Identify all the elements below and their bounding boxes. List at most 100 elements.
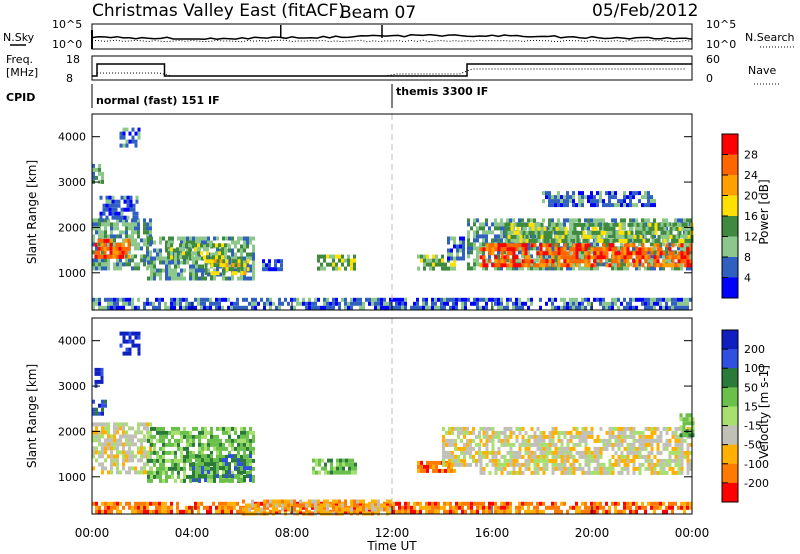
- heatmap-cell: [134, 454, 137, 459]
- heatmap-cell: [92, 242, 95, 247]
- heatmap-cell: [686, 266, 689, 271]
- heatmap-cell: [121, 250, 125, 255]
- heatmap-cell: [212, 501, 215, 506]
- heatmap-cell: [581, 195, 584, 200]
- heatmap-cell: [120, 215, 124, 220]
- heatmap-cell: [629, 505, 632, 510]
- heatmap-cell: [605, 438, 609, 443]
- heatmap-cell: [98, 218, 101, 223]
- heatmap-cell: [227, 305, 230, 310]
- heatmap-cell: [689, 505, 692, 510]
- heatmap-cell: [464, 501, 467, 506]
- heatmap-cell: [560, 466, 564, 471]
- heatmap-cell: [128, 301, 131, 306]
- heatmap-cell: [575, 430, 579, 435]
- heatmap-cell: [587, 243, 591, 248]
- heatmap-cell: [131, 466, 134, 471]
- heatmap-cell: [503, 458, 507, 463]
- heatmap-cell: [685, 421, 689, 426]
- heatmap-cell: [324, 466, 327, 471]
- heatmap-cell: [171, 272, 174, 277]
- heatmap-cell: [107, 501, 110, 506]
- heatmap-cell: [666, 230, 670, 235]
- heatmap-cell: [557, 191, 560, 196]
- heatmap-cell: [653, 259, 657, 264]
- heatmap-cell: [536, 438, 540, 443]
- heatmap-cell: [143, 501, 146, 506]
- heatmap-cell: [186, 474, 189, 479]
- heatmap-cell: [401, 509, 404, 514]
- heatmap-cell: [644, 251, 648, 256]
- heatmap-cell: [101, 446, 104, 451]
- heatmap-cell: [516, 234, 520, 239]
- heatmap-cell: [97, 238, 101, 243]
- heatmap-cell: [153, 434, 156, 439]
- heatmap-cell: [252, 260, 255, 265]
- heatmap-cell: [488, 438, 492, 443]
- heatmap-cell: [434, 301, 437, 306]
- heatmap-cell: [386, 499, 389, 504]
- heatmap-cell: [686, 242, 689, 247]
- heatmap-cell: [101, 454, 104, 459]
- heatmap-cell: [569, 250, 572, 255]
- heatmap-cell: [656, 251, 660, 256]
- heatmap-cell: [356, 301, 359, 306]
- heatmap-cell: [98, 301, 101, 306]
- heatmap-cell: [95, 230, 98, 235]
- heatmap-cell: [95, 434, 98, 439]
- heatmap-cell: [126, 207, 130, 212]
- heatmap-cell: [554, 466, 558, 471]
- heatmap-cell: [606, 230, 610, 235]
- heatmap-cell: [558, 238, 562, 243]
- heatmap-cell: [119, 135, 123, 140]
- heatmap-cell: [351, 470, 354, 475]
- heatmap-cell: [469, 438, 472, 443]
- heatmap-cell: [180, 438, 183, 443]
- heatmap-cell: [510, 222, 514, 227]
- heatmap-cell: [591, 234, 595, 239]
- heatmap-cell: [98, 171, 101, 176]
- heatmap-cell: [551, 466, 555, 471]
- heatmap-cell: [620, 426, 624, 431]
- heatmap-cell: [522, 226, 526, 231]
- heatmap-cell: [115, 254, 119, 259]
- heatmap-cell: [466, 430, 469, 435]
- heatmap-cell: [482, 434, 486, 439]
- heatmap-cell: [674, 305, 677, 310]
- heatmap-cell: [113, 262, 116, 267]
- heatmap-cell: [266, 503, 269, 508]
- heatmap-cell: [209, 297, 212, 302]
- heatmap-cell: [500, 505, 503, 510]
- heatmap-cell: [542, 430, 546, 435]
- heatmap-cell: [186, 248, 189, 253]
- heatmap-cell: [143, 218, 146, 223]
- colorbar-swatch: [722, 216, 738, 237]
- heatmap-cell: [482, 509, 485, 514]
- heatmap-cell: [659, 501, 662, 506]
- heatmap-cell: [231, 438, 234, 443]
- heatmap-cell: [216, 236, 219, 241]
- heatmap-cell: [218, 297, 221, 302]
- heatmap-cell: [463, 430, 466, 435]
- heatmap-cell: [500, 230, 503, 235]
- heatmap-cell: [109, 250, 113, 255]
- heatmap-cell: [242, 499, 245, 504]
- heatmap-cell: [575, 259, 579, 264]
- heatmap-cell: [644, 458, 648, 463]
- heatmap-cell: [636, 234, 640, 239]
- heatmap-cell: [653, 305, 656, 310]
- colorbar-tick-label: 12: [744, 231, 758, 244]
- heatmap-cell: [683, 255, 687, 260]
- heatmap-cell: [162, 426, 165, 431]
- heatmap-cell: [672, 222, 676, 227]
- heatmap-cell: [665, 263, 669, 268]
- heatmap-cell: [683, 305, 686, 310]
- heatmap-cell: [560, 462, 564, 467]
- heatmap-cell: [554, 203, 557, 208]
- heatmap-cell: [195, 264, 198, 269]
- heatmap-cell: [330, 470, 333, 475]
- heatmap-cell: [518, 246, 521, 251]
- heatmap-cell: [599, 301, 602, 306]
- heatmap-cell: [174, 458, 177, 463]
- heatmap-cell: [222, 271, 226, 276]
